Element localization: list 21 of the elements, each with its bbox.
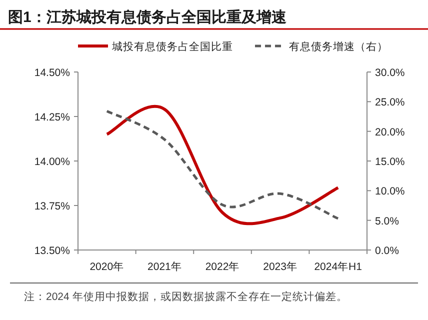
x-tick-label: 2020年: [90, 261, 124, 273]
y2-tick-label: 10.0%: [375, 186, 405, 198]
x-tick-label: 2021年: [148, 261, 182, 273]
y-tick-label: 13.50%: [34, 245, 70, 257]
y-tick-label: 14.25%: [34, 112, 70, 124]
y-tick-label: 13.75%: [34, 200, 70, 212]
y-tick-label: 14.00%: [34, 156, 70, 168]
y-tick-label: 14.50%: [34, 67, 70, 79]
y2-tick-label: 5.0%: [375, 215, 399, 228]
x-tick-label: 2022年: [205, 261, 240, 273]
legend-label: 城投有息债务占全国比重: [111, 40, 233, 53]
y2-tick-label: 20.0%: [375, 126, 405, 138]
legend-label: 有息债务增速（右）: [289, 40, 388, 53]
chart-title: 图1：江苏城投有息债务占全国比重及增速: [8, 9, 288, 26]
y2-tick-label: 15.0%: [375, 156, 405, 168]
y2-tick-label: 25.0%: [375, 96, 405, 109]
x-tick-label: 2023年: [263, 261, 298, 273]
y2-tick-label: 0.0%: [375, 245, 399, 257]
x-tick-label: 2024年H1: [314, 261, 362, 273]
y2-tick-label: 30.0%: [375, 67, 405, 79]
text: 注：2024 年使用中报数据，或因数据披露不全存在一定统计偏差。: [24, 290, 348, 303]
